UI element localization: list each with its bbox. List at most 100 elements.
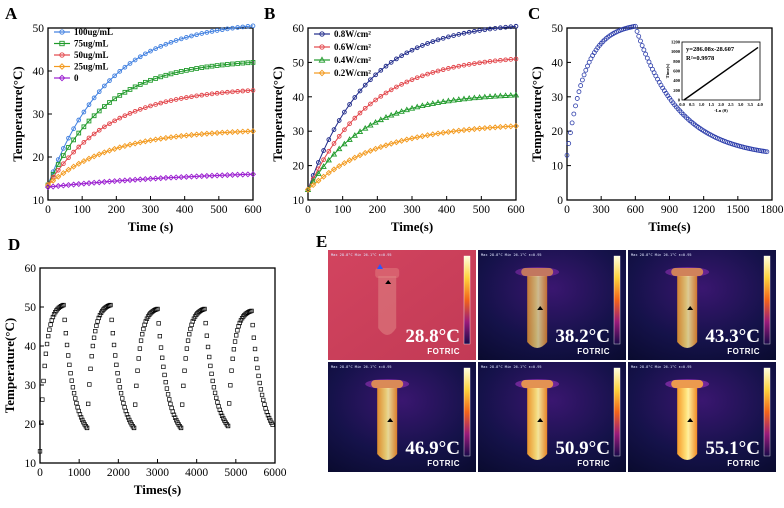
- data-point: [178, 174, 185, 181]
- data-point: [161, 364, 166, 370]
- inset-x-tick-label: 0.5: [689, 102, 695, 107]
- data-point: [419, 133, 426, 140]
- data-point: [116, 177, 123, 184]
- x-axis-label: Times(s): [134, 482, 181, 497]
- data-point: [148, 48, 153, 54]
- data-point: [477, 60, 482, 66]
- data-point: [165, 392, 171, 397]
- marker-triangle-icon: [537, 418, 544, 422]
- data-point: [144, 316, 150, 321]
- data-point: [55, 182, 62, 190]
- data-point: [585, 63, 590, 69]
- thermal-temperature: 43.3°C: [705, 326, 760, 347]
- data-point: [424, 132, 431, 139]
- inset-linear-fit: 0.0 0.5 1.0 1.5 2.0 2.5 3.0 3.5 4.0 0 200 400 600 800…: [665, 40, 764, 114]
- x-axis-label: Time(s): [391, 219, 433, 234]
- data-point: [65, 166, 72, 173]
- data-point: [194, 66, 199, 71]
- panel-label-a: A: [5, 4, 18, 23]
- panel-c: C 0 300 600 900 1200 1500 1800 0 10 20 30 40 50 Time(…: [528, 4, 784, 234]
- data-point: [461, 30, 467, 36]
- data-point: [762, 149, 768, 154]
- data-point: [583, 67, 589, 73]
- y-tick-label: 40: [33, 66, 45, 78]
- data-point: [69, 378, 74, 383]
- data-point: [71, 126, 76, 132]
- data-point: [498, 57, 503, 63]
- legend-label: 0.6W/cm²: [334, 42, 371, 52]
- data-point: [315, 170, 322, 176]
- data-point: [503, 24, 508, 30]
- data-point: [508, 57, 514, 62]
- data-point: [65, 181, 72, 189]
- y-tick-label: 60: [293, 23, 305, 35]
- data-point: [646, 59, 652, 65]
- marker-triangle-icon: [687, 418, 694, 422]
- data-point: [234, 333, 239, 338]
- data-point: [112, 96, 117, 102]
- data-point: [264, 409, 269, 415]
- panel-e: E Max 28.8°C Min 26.1°C ε=0.9528.8°CFOTR…: [316, 232, 776, 472]
- thermal-temperature: 28.8°C: [405, 326, 460, 347]
- data-point: [71, 391, 77, 396]
- thermal-brand-logo: FOTRIC: [727, 459, 760, 468]
- data-point: [564, 152, 570, 158]
- y-tick-label: 50: [25, 302, 37, 314]
- data-point: [455, 127, 462, 134]
- inset-y-tick-label: 200: [673, 88, 681, 93]
- data-point: [451, 64, 456, 70]
- data-point: [513, 56, 519, 62]
- data-point: [178, 96, 184, 101]
- legend-label: 25ug/mL: [74, 62, 109, 72]
- data-point: [219, 172, 226, 179]
- data-point: [498, 25, 503, 31]
- data-point: [372, 145, 379, 152]
- marker-triangle-icon: [687, 306, 694, 310]
- data-point: [95, 319, 100, 324]
- data-point: [55, 173, 62, 180]
- y-tick-label: 50: [552, 23, 564, 35]
- data-point: [140, 332, 145, 337]
- data-point: [44, 181, 52, 188]
- data-point: [486, 93, 494, 99]
- data-point: [250, 60, 256, 65]
- data-point: [261, 397, 266, 403]
- data-point: [78, 415, 84, 420]
- inset-y-tick-label: 800: [673, 59, 681, 64]
- plot-frame: [307, 27, 517, 201]
- data-point: [446, 34, 451, 40]
- series-0-8w-cm-: [305, 23, 519, 193]
- data-point: [362, 105, 368, 111]
- data-point: [241, 314, 246, 319]
- data-point: [757, 148, 763, 154]
- data-point: [414, 75, 420, 81]
- data-point: [357, 88, 363, 94]
- data-point: [81, 109, 87, 115]
- data-point: [122, 113, 128, 119]
- data-point: [424, 101, 431, 107]
- thermal-color-scale: [613, 367, 621, 457]
- data-point: [372, 118, 379, 125]
- legend-marker: [319, 44, 325, 50]
- data-point: [362, 149, 369, 156]
- data-point: [91, 95, 97, 101]
- data-point: [351, 154, 358, 161]
- data-point: [116, 378, 121, 383]
- data-point: [230, 356, 235, 361]
- data-point: [230, 89, 235, 95]
- data-point: [326, 137, 332, 142]
- data-point: [85, 155, 93, 162]
- x-tick-label: 500: [210, 204, 228, 216]
- x-tick-label: 0: [45, 204, 51, 216]
- data-point: [225, 26, 230, 32]
- data-point: [368, 77, 373, 83]
- data-point: [393, 109, 400, 116]
- data-point: [573, 103, 578, 109]
- x-tick-label: 600: [244, 204, 262, 216]
- data-point: [346, 136, 353, 142]
- data-point: [66, 353, 71, 358]
- data-point: [102, 104, 107, 109]
- data-point: [167, 174, 175, 181]
- inset-y-label: Time(s): [665, 63, 670, 78]
